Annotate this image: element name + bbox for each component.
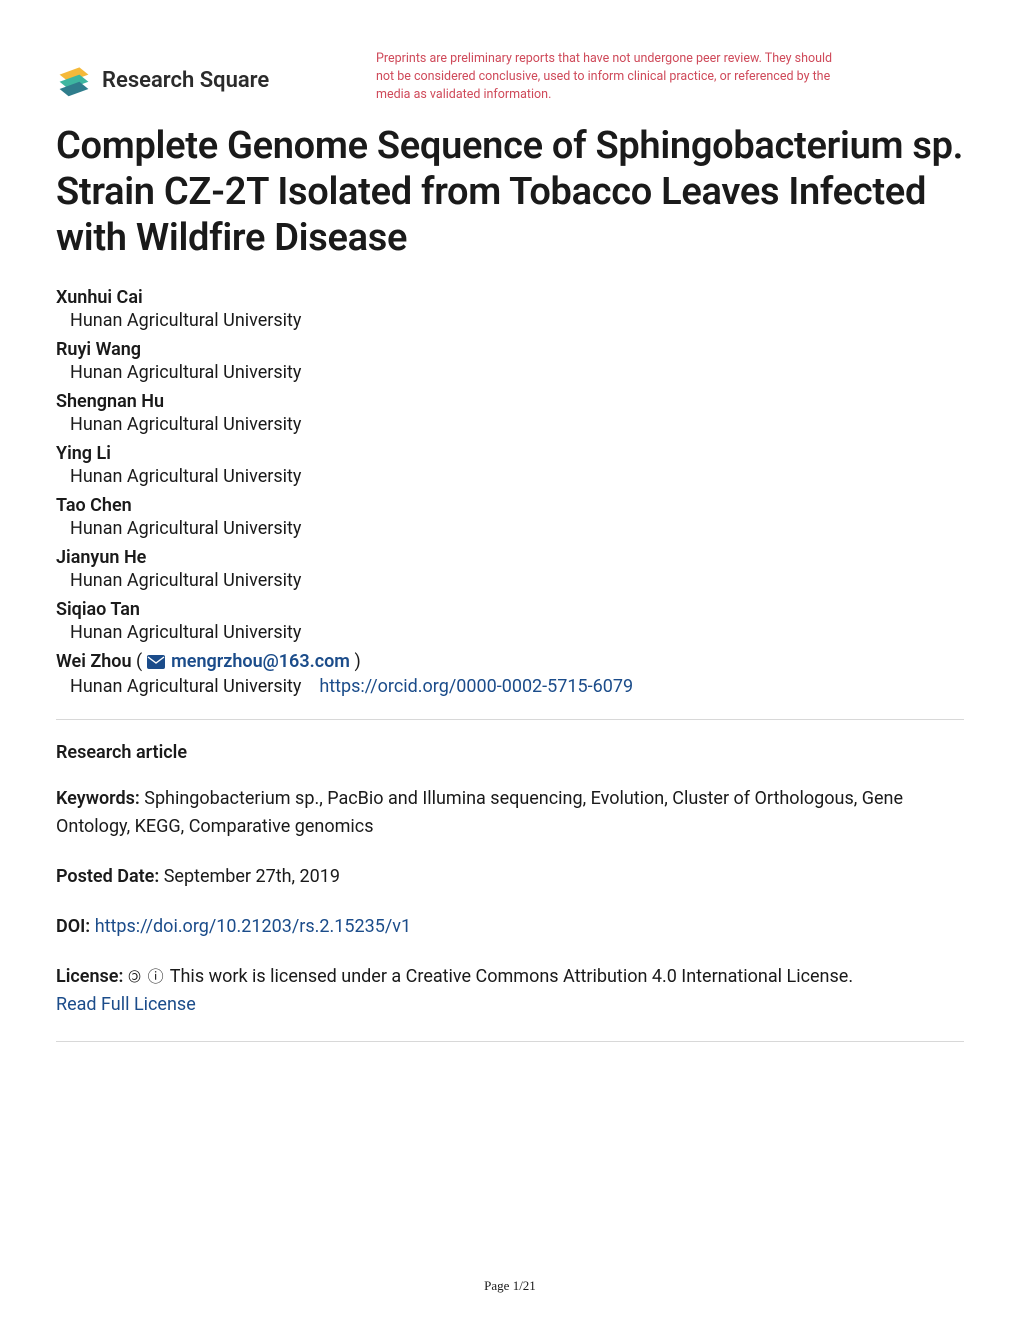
corresponding-affiliation: Hunan Agricultural University https://or… xyxy=(56,676,964,697)
posted-date-label: Posted Date: xyxy=(56,866,159,887)
research-square-logo-icon xyxy=(56,62,92,98)
by-icon: ⓘ xyxy=(148,967,166,986)
author-entry: Tao Chen Hunan Agricultural University xyxy=(56,495,964,539)
author-name: Shengnan Hu xyxy=(56,391,964,412)
divider xyxy=(56,719,964,720)
author-entry: Ying Li Hunan Agricultural University xyxy=(56,443,964,487)
author-name-text: Wei Zhou xyxy=(56,651,132,672)
logo-text: Research Square xyxy=(102,68,269,93)
metadata-section: Research article Keywords: Sphingobacter… xyxy=(56,742,964,1018)
author-entry: Siqiao Tan Hunan Agricultural University xyxy=(56,599,964,643)
author-name: Siqiao Tan xyxy=(56,599,964,620)
logo[interactable]: Research Square xyxy=(56,50,376,98)
posted-date-text: September 27th, 2019 xyxy=(164,866,340,887)
close-paren: ) xyxy=(354,651,360,672)
doi-link[interactable]: https://doi.org/10.21203/rs.2.15235/v1 xyxy=(95,916,411,937)
article-title: Complete Genome Sequence of Sphingobacte… xyxy=(56,124,964,261)
orcid-link[interactable]: https://orcid.org/0000-0002-5715-6079 xyxy=(319,676,633,697)
affiliation-text: Hunan Agricultural University xyxy=(70,676,301,697)
author-name: Tao Chen xyxy=(56,495,964,516)
mail-icon xyxy=(147,653,165,674)
keywords-text: Sphingobacterium sp., PacBio and Illumin… xyxy=(56,788,903,837)
license-label: License: xyxy=(56,966,123,987)
author-name: Xunhui Cai xyxy=(56,287,964,308)
author-entry: Ruyi Wang Hunan Agricultural University xyxy=(56,339,964,383)
author-name: Jianyun He xyxy=(56,547,964,568)
author-affiliation: Hunan Agricultural University xyxy=(56,414,964,435)
doi-row: DOI: https://doi.org/10.21203/rs.2.15235… xyxy=(56,913,964,941)
keywords-row: Keywords: Sphingobacterium sp., PacBio a… xyxy=(56,785,964,841)
header: Research Square Preprints are preliminar… xyxy=(56,50,964,104)
divider xyxy=(56,1041,964,1042)
keywords-label: Keywords: xyxy=(56,788,140,809)
author-affiliation: Hunan Agricultural University xyxy=(56,362,964,383)
posted-date-row: Posted Date: September 27th, 2019 xyxy=(56,863,964,891)
open-paren: ( xyxy=(136,651,147,672)
author-name: Ruyi Wang xyxy=(56,339,964,360)
author-entry: Shengnan Hu Hunan Agricultural Universit… xyxy=(56,391,964,435)
author-name: Ying Li xyxy=(56,443,964,464)
author-affiliation: Hunan Agricultural University xyxy=(56,570,964,591)
author-list: Xunhui Cai Hunan Agricultural University… xyxy=(56,287,964,697)
doi-label: DOI: xyxy=(56,916,90,937)
license-row: License: 🄯 ⓘ This work is licensed under… xyxy=(56,963,964,1019)
author-entry: Xunhui Cai Hunan Agricultural University xyxy=(56,287,964,331)
read-full-license-link[interactable]: Read Full License xyxy=(56,994,196,1015)
corresponding-author-entry: Wei Zhou ( mengrzhou@163.com ) Hunan Agr… xyxy=(56,651,964,697)
author-affiliation: Hunan Agricultural University xyxy=(56,310,964,331)
author-affiliation: Hunan Agricultural University xyxy=(56,518,964,539)
author-affiliation: Hunan Agricultural University xyxy=(56,622,964,643)
page-indicator: Page 1/21 xyxy=(0,1278,1020,1294)
license-text: This work is licensed under a Creative C… xyxy=(170,966,853,987)
corresponding-email-link[interactable]: mengrzhou@163.com xyxy=(171,651,350,672)
cc-icon: 🄯 xyxy=(128,967,143,986)
corresponding-author-name: Wei Zhou ( mengrzhou@163.com ) xyxy=(56,651,964,674)
author-affiliation: Hunan Agricultural University xyxy=(56,466,964,487)
article-type: Research article xyxy=(56,742,964,763)
preprint-disclaimer: Preprints are preliminary reports that h… xyxy=(376,50,836,104)
author-entry: Jianyun He Hunan Agricultural University xyxy=(56,547,964,591)
